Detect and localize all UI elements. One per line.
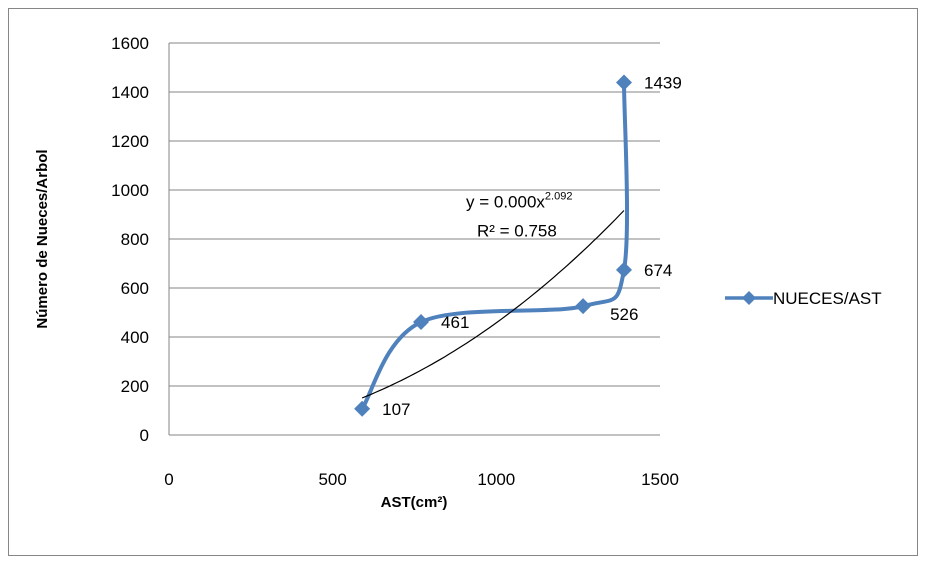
scatter-chart: 0 200 400 600 800 1000 1200 1400 1600 0 500 1000 15… [34,34,882,511]
trendline-layer [361,210,625,399]
data-label: 526 [610,305,638,324]
data-point-marker [615,261,632,278]
data-labels: 107 461 526 674 1439 [382,73,682,418]
chart-frame: 0 200 400 600 800 1000 1200 1400 1600 0 500 1000 15… [8,8,918,556]
trend-r-squared: R² = 0.758 [477,222,557,241]
data-label: 1439 [644,73,682,92]
legend-label: NUECES/AST [773,289,882,308]
y-tick-label: 1600 [111,34,149,53]
axes [168,43,660,436]
gridlines [169,42,660,387]
x-tick-label: 1500 [641,470,679,489]
data-point-marker [575,298,592,315]
x-tick-labels: 0 500 1000 1500 [164,470,679,489]
y-tick-label: 400 [121,328,149,347]
trend-equation: y = 0.000x2.092 [466,191,572,212]
y-tick-label: 200 [121,377,149,396]
y-tick-label: 600 [121,279,149,298]
y-tick-label: 1400 [111,83,149,102]
trend-equation-exponent: 2.092 [545,191,573,203]
y-tick-label: 0 [140,426,149,445]
x-axis-title: AST(cm²) [381,494,448,511]
legend: NUECES/AST [725,289,882,308]
data-label: 461 [441,313,469,332]
data-point-marker [354,400,371,417]
y-tick-label: 800 [121,230,149,249]
y-axis-title: Número de Nueces/Arbol [34,149,51,328]
x-tick-label: 500 [318,470,346,489]
series-layer [360,82,630,410]
markers-layer [354,74,632,417]
series-line-nueces-ast [360,82,630,410]
trend-equation-base: y = 0.000x [466,193,545,212]
y-tick-label: 1200 [111,132,149,151]
y-tick-labels: 0 200 400 600 800 1000 1200 1400 1600 [111,34,149,445]
power-trendline [361,210,625,399]
data-point-marker [413,314,430,331]
x-tick-label: 1000 [477,470,515,489]
data-point-marker [615,74,632,91]
data-label: 107 [382,400,410,419]
x-tick-label: 0 [164,470,173,489]
y-tick-label: 1000 [111,181,149,200]
data-label: 674 [644,261,672,280]
legend-marker-diamond [742,291,756,305]
